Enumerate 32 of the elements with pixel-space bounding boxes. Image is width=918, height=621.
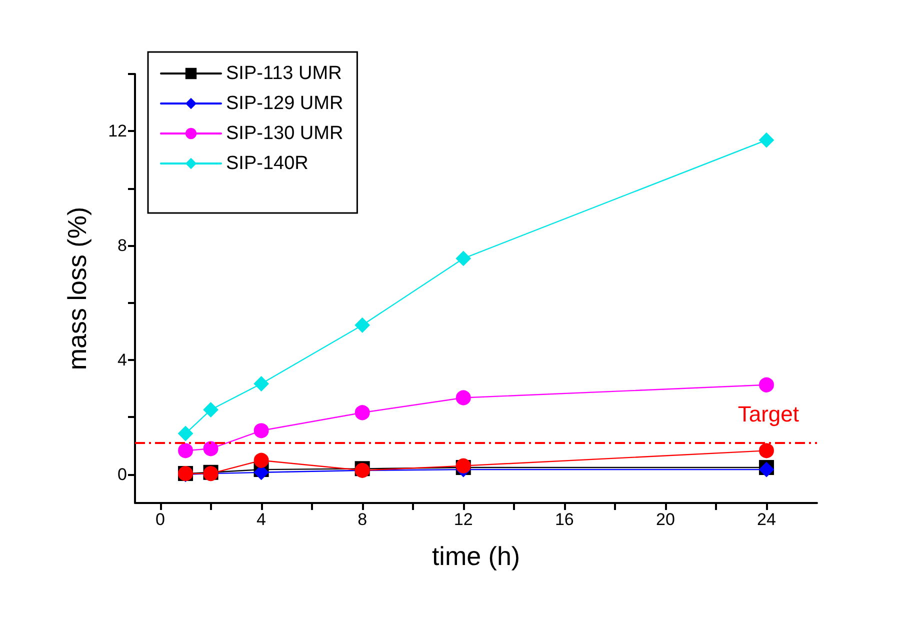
- x-tick-label: 24: [757, 510, 776, 529]
- legend-label: SIP-129 UMR: [226, 93, 344, 114]
- y-tick-label: 8: [118, 236, 127, 256]
- point: [354, 405, 370, 420]
- y-tick-label: 0: [118, 464, 127, 484]
- ref-line-label: Target: [738, 401, 799, 426]
- x-tick-label: 16: [554, 510, 574, 529]
- point: [254, 423, 269, 438]
- x-tick-label: 8: [358, 510, 368, 529]
- point: [456, 390, 471, 406]
- legend-label: SIP-130 UMR: [226, 123, 344, 144]
- y-axis-title: mass loss (%): [62, 206, 92, 370]
- y-tick-label: 4: [118, 350, 127, 370]
- point: [203, 402, 218, 418]
- point: [203, 441, 218, 456]
- y-tick-label: 12: [108, 122, 127, 141]
- point: [254, 376, 269, 392]
- x-tick-label: 12: [454, 510, 473, 529]
- point: [254, 452, 269, 468]
- point: [456, 250, 471, 266]
- legend-label: SIP-140R: [226, 153, 308, 174]
- point: [354, 318, 370, 333]
- point: [758, 443, 774, 458]
- x-tick-label: 4: [256, 510, 266, 529]
- legend-label: SIP-113 UMR: [226, 63, 342, 84]
- point: [758, 377, 774, 392]
- point: [178, 443, 194, 458]
- point: [178, 426, 194, 441]
- point: [758, 132, 774, 148]
- x-tick-label: 0: [156, 510, 165, 529]
- x-axis-title: time (h): [432, 541, 520, 571]
- x-tick-label: 20: [656, 510, 675, 529]
